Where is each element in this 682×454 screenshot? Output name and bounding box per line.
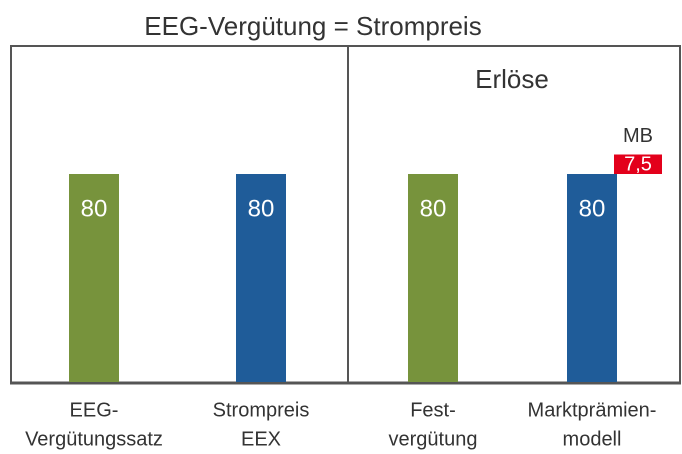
x-tick-label: EEX xyxy=(241,428,281,450)
chart-title: EEG-Vergütung = Strompreis xyxy=(144,11,481,41)
x-tick-label: EEG- xyxy=(70,399,119,421)
bar-value-label: 80 xyxy=(420,195,447,222)
segment-name: MB xyxy=(623,125,653,147)
bar-value-label: 80 xyxy=(248,195,275,222)
left-panel xyxy=(10,45,349,384)
panel-title: Erlöse xyxy=(475,64,549,94)
bar xyxy=(567,174,617,382)
bar xyxy=(408,174,458,382)
bar xyxy=(69,174,119,382)
x-tick-label: modell xyxy=(563,428,622,450)
right-panel xyxy=(347,45,681,384)
bar-value-label: 80 xyxy=(579,195,606,222)
x-tick-label: vergütung xyxy=(389,428,478,450)
x-tick-label: Strompreis xyxy=(213,399,310,421)
x-tick-label: Fest- xyxy=(410,399,456,421)
x-tick-label: Vergütungssatz xyxy=(25,428,163,450)
segment-value-label: 7,5 xyxy=(624,154,652,176)
x-tick-label: Marktprämien- xyxy=(528,399,657,421)
bar-segment xyxy=(614,154,662,174)
bar xyxy=(236,174,286,382)
bar-value-label: 80 xyxy=(81,195,108,222)
